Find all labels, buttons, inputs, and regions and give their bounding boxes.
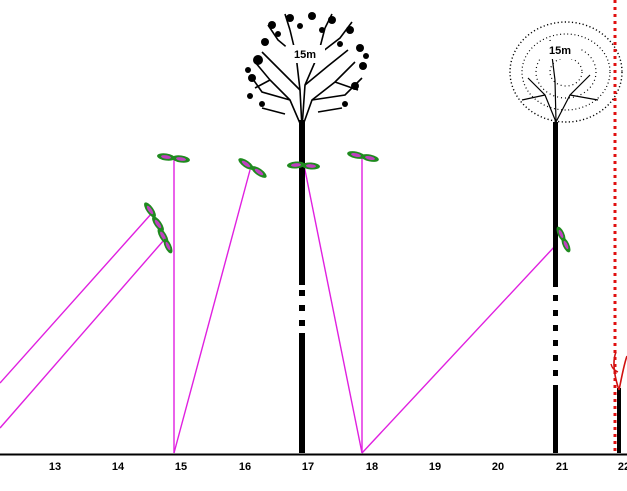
tree-trunk (299, 290, 305, 296)
tree-trunk (553, 325, 558, 331)
seedling-leaf-icon (302, 162, 320, 170)
tree-crown-icon (521, 33, 611, 111)
trace-line (361, 244, 557, 454)
tree-height-label: 15m (294, 49, 316, 61)
trace-line (303, 164, 363, 454)
tick-label: 14 (112, 461, 125, 473)
seedling-leaf-icon (163, 238, 173, 254)
tree-trunk (553, 295, 558, 301)
tree-crown-icon (249, 13, 363, 129)
tick-label: 22 (618, 461, 627, 473)
tick-label: 20 (492, 461, 504, 473)
trace-line (0, 212, 153, 384)
seedling-leaf-icon (347, 151, 365, 159)
tree-trunk (299, 320, 305, 326)
seedling-leaf-icon (157, 153, 175, 161)
seedling-leaf-icon (144, 202, 156, 218)
trace-line (0, 239, 165, 429)
trace-line (173, 169, 251, 454)
tree-label-box (285, 45, 325, 63)
tree-21: 15m (509, 21, 623, 453)
tree-trunk (299, 120, 305, 285)
tick-label: 18 (366, 461, 378, 473)
seedling-leaves (144, 151, 571, 254)
seedling-leaf-icon (238, 158, 254, 170)
tree-crown-icon (521, 39, 599, 123)
tree-label-box (540, 41, 580, 59)
tree-trunk (299, 305, 305, 311)
tree-trunk (299, 333, 305, 453)
tree-crown-icon (245, 12, 369, 107)
tree-trunk (553, 310, 558, 316)
tick-label: 17 (302, 461, 314, 473)
tree-height-label: 15m (549, 45, 571, 57)
tree-trunk (553, 370, 558, 376)
red-sprout-icon (610, 351, 627, 453)
tick-label: 16 (239, 461, 251, 473)
trace-lines (0, 158, 557, 454)
tree-trunk (553, 385, 558, 453)
seedling-leaf-icon (287, 161, 305, 169)
tick-label: 21 (556, 461, 568, 473)
tree-crown-icon (549, 57, 583, 87)
tick-label: 19 (429, 461, 441, 473)
seedling-leaf-icon (172, 155, 190, 163)
tick-label: 13 (49, 461, 61, 473)
x-axis-ticks: 12 13 14 15 16 17 18 19 20 21 22 (0, 461, 627, 473)
tree-trunk (553, 122, 558, 287)
tick-label: 15 (175, 461, 187, 473)
tree-crown-icon (509, 21, 623, 123)
seedling-leaf-icon (361, 154, 379, 162)
seedling-leaf-icon (152, 216, 164, 232)
tree-trunk (553, 340, 558, 346)
seedling-leaf-icon (251, 166, 267, 178)
tree-17: 15m (245, 12, 369, 453)
tree-crown-icon (535, 45, 597, 99)
seedling-leaf-icon (561, 237, 571, 253)
tree-trunk (553, 355, 558, 361)
